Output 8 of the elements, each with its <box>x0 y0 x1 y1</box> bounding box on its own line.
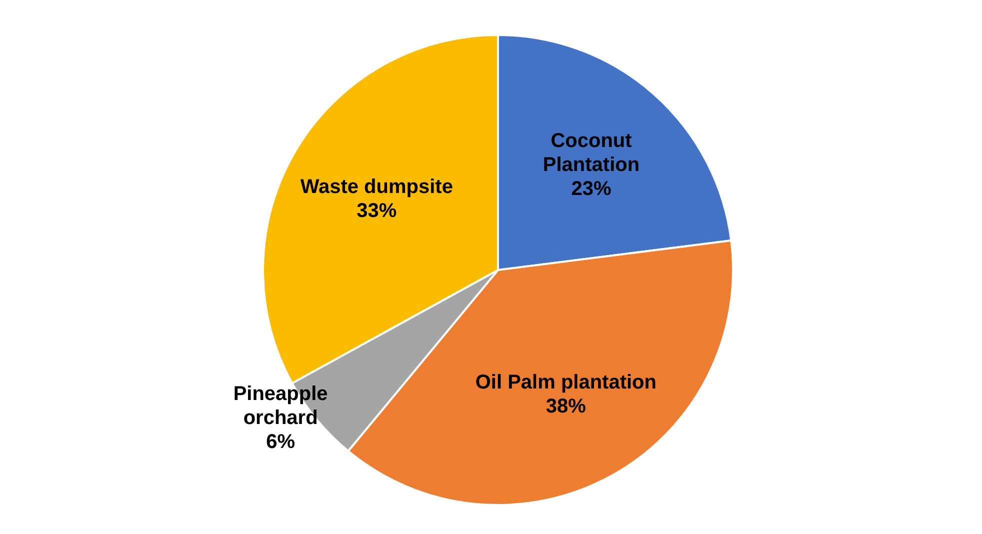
data-label: 33% <box>356 200 397 222</box>
data-label: 38% <box>546 396 586 418</box>
slice-label: Oil Palm plantation <box>475 372 656 394</box>
slice-label: Waste dumpsite <box>300 176 453 198</box>
data-label: 23% <box>571 178 612 200</box>
slice-label: Coconut Plantation <box>542 130 640 176</box>
data-label: 6% <box>266 430 296 453</box>
slice-label: Pineapple orchard <box>233 382 328 429</box>
